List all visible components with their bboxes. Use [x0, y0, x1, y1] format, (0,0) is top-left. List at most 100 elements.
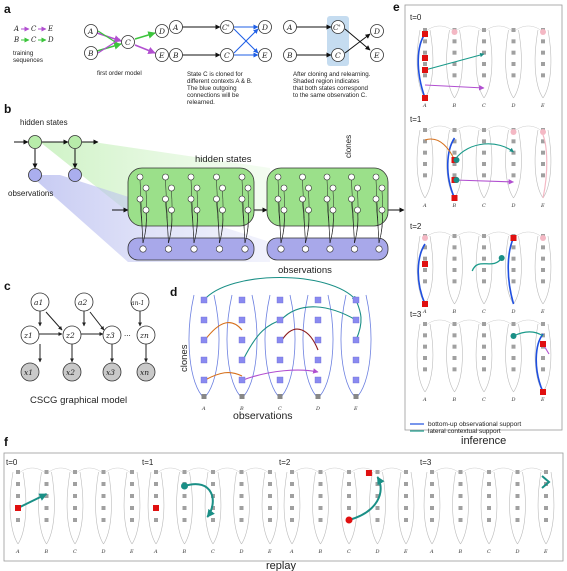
- e-frame-0-tick: A: [422, 103, 427, 109]
- e-frame-1-node: [452, 150, 457, 155]
- f-frame-0-node: [16, 518, 20, 522]
- e-frame-0-node: [541, 39, 545, 44]
- d-clone-node: [238, 336, 246, 344]
- f-frame-1-node: [154, 494, 158, 498]
- f-frame-0-node: [16, 494, 20, 498]
- hidden-clone-node: [219, 184, 226, 192]
- e-frame-2-node: [482, 245, 486, 250]
- cl-node-d: D: [261, 23, 268, 32]
- e-frame-2-node: [541, 279, 545, 284]
- e-frame-0-tick: D: [511, 103, 516, 109]
- panel-e-letter: e: [393, 0, 400, 14]
- f-frame-0-node: [130, 518, 134, 522]
- f-frame-3-node: [430, 518, 434, 522]
- e-frame-0-node: [511, 39, 516, 44]
- f-frame-2-node: [404, 482, 408, 486]
- f-frame-2-node: [375, 506, 380, 510]
- e-frame-2-node: [423, 245, 427, 250]
- seq2-d: D: [47, 36, 54, 44]
- e-frame-0-node: [482, 50, 486, 55]
- fo-node-b: B: [87, 49, 94, 58]
- e-frame-3-node: [482, 322, 486, 326]
- e-frame-2-node: [482, 234, 486, 238]
- f-frame-1-node: [154, 518, 158, 522]
- f-frame-3-tick: E: [543, 549, 548, 555]
- panel-c: c a1 a2 an-1 z1 z2 z3 zn ... x1 x2 x: [4, 279, 156, 406]
- c-ellipsis: ...: [124, 330, 131, 338]
- f-frame-2-node: [318, 518, 323, 522]
- hidden-clone-node: [305, 206, 312, 214]
- f-frame-3-node: [458, 470, 463, 474]
- seq1-c: C: [31, 25, 37, 33]
- d-clone-node: [200, 296, 208, 304]
- e-step-1: t=1: [410, 115, 422, 124]
- seq2-c: C: [31, 36, 37, 44]
- d-tick-c: C: [278, 406, 282, 412]
- d-clone-node: [276, 316, 284, 324]
- f-frame-1-node: [239, 470, 244, 474]
- cl-node-e: E: [261, 51, 268, 60]
- e-frame-2-node: [482, 279, 486, 284]
- f-frame-2-node: [318, 482, 323, 486]
- training-label-1: training: [13, 50, 34, 57]
- clone-grid: [136, 173, 386, 253]
- e-frame-1-node: [452, 162, 457, 166]
- f-frame-2-node: [290, 482, 294, 486]
- f-frame-3-tick: A: [429, 549, 434, 555]
- e-frame-2-node: [541, 268, 545, 272]
- f-frame-2-tick: C: [347, 549, 351, 555]
- e-frame-0-node: [423, 73, 427, 78]
- hidden-clone-node: [213, 173, 220, 181]
- e-frame-0-node: [511, 62, 516, 66]
- d-clone-node: [314, 376, 322, 384]
- observation-node: [350, 245, 358, 253]
- panel-b-letter: b: [4, 102, 11, 116]
- e-frame-0-node: [511, 28, 516, 32]
- relearn-caption-4: to the same observation C.: [293, 92, 367, 99]
- f-frame-0-node: [16, 470, 20, 474]
- hidden-clone-node: [244, 206, 252, 214]
- e-frame-2-node: [423, 268, 427, 272]
- f-frame-3-node: [430, 470, 434, 474]
- hidden-clone-node: [348, 173, 355, 181]
- f-frame-0-node: [16, 482, 20, 486]
- e-frame-1-node: [482, 150, 486, 155]
- f-frame-0-node: [130, 494, 134, 498]
- relearn-caption-3: that both states correspond: [293, 85, 369, 92]
- hidden-clone-node: [168, 206, 175, 214]
- e-frame-1-node: [541, 162, 545, 166]
- f-frame-0-node: [130, 470, 134, 474]
- f-frame-3-node: [487, 494, 491, 498]
- f-frame-1-node: [211, 482, 215, 486]
- d-clone-node: [352, 336, 360, 344]
- e-frame-1-node: [452, 128, 457, 132]
- f-frame-0-node: [44, 482, 49, 486]
- cl-node-a: A: [172, 23, 179, 32]
- panel-f: f A B C D E A B C D E A B C D E A B C D E t=0 t=1 t=2 t=3 r…: [3, 435, 564, 571]
- clone-caption-4: connections will be: [187, 92, 239, 99]
- training-sequences: A C E B C D training sequences: [13, 25, 54, 64]
- f-step-1: t=1: [142, 458, 154, 467]
- d-clone-node: [276, 336, 284, 344]
- e-frame-3-node: [452, 344, 457, 349]
- seq1-a: A: [13, 25, 19, 33]
- f-frame-2-node: [375, 470, 380, 474]
- panel-a-letter: a: [4, 2, 11, 16]
- hidden-clone-node: [162, 173, 169, 181]
- panel-a: a A C E B C D training sequences: [4, 2, 384, 106]
- d-clone-node: [200, 356, 208, 364]
- hidden-clone-node: [299, 195, 306, 203]
- e-frame-3-node: [511, 367, 516, 372]
- e-frame-1-tick: D: [511, 203, 516, 209]
- e-frame-1-node: [511, 139, 516, 144]
- cl-node-c: C: [224, 51, 230, 60]
- training-label-2: sequences: [13, 57, 43, 64]
- seq2-b: B: [13, 36, 19, 44]
- e-frame-3-node: [423, 367, 427, 372]
- d-clone-node: [276, 296, 284, 304]
- e-frame-3-node: [541, 322, 545, 326]
- hidden-clone-node: [299, 173, 306, 181]
- f-frame-3-node: [430, 506, 434, 510]
- d-ylabel: clones: [179, 344, 190, 372]
- e-frame-0-node: [423, 50, 427, 55]
